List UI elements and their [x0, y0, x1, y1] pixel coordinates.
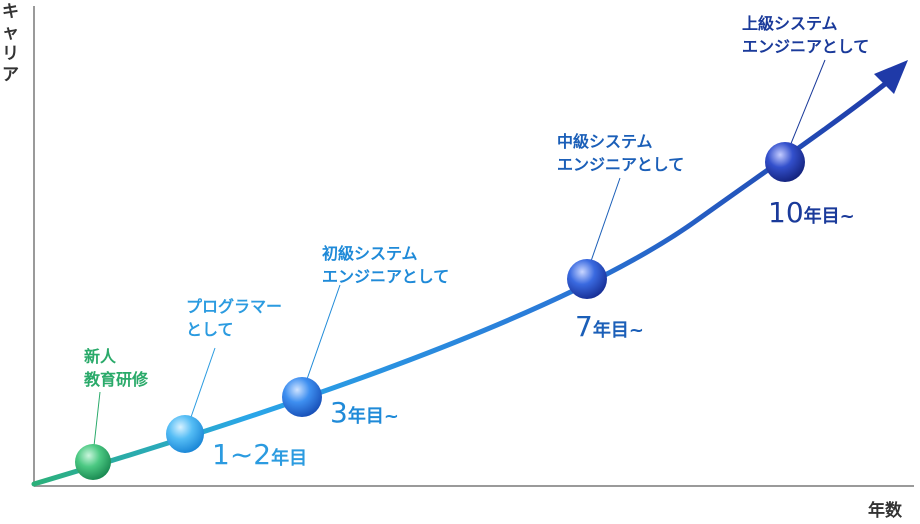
stage-label-new-hire: 新人 教育研修 — [84, 345, 148, 391]
milestone-ball-mid-se — [567, 259, 607, 299]
milestone-ball-programmer — [166, 415, 204, 453]
leader-line-mid-se — [589, 177, 621, 265]
stage-label-line: 教育研修 — [84, 370, 149, 390]
stage-label-line: エンジニアとして — [322, 267, 450, 287]
stage-label-line: エンジニアとして — [557, 155, 685, 175]
stage-label-senior-se: 上級システム エンジニアとして — [742, 12, 869, 58]
milestone-ball-junior-se — [282, 377, 322, 417]
leader-line-junior-se — [305, 284, 341, 383]
stage-label-line: 新人 — [84, 347, 117, 366]
x-axis-title: 年数 — [868, 501, 902, 521]
stage-label-mid-se: 中級システム エンジニアとして — [557, 130, 684, 176]
year-marker-programmer: 1~2年目 — [212, 438, 307, 471]
year-suffix: 年目~ — [803, 206, 855, 227]
stage-label-junior-se: 初級システム エンジニアとして — [322, 242, 449, 288]
stage-label-line: 上級システム — [742, 14, 838, 33]
curve-arrowhead — [874, 60, 908, 94]
year-marker-junior-se: 3年目~ — [330, 396, 399, 429]
stage-label-line: エンジニアとして — [742, 37, 870, 57]
year-marker-mid-se: 7年目~ — [575, 310, 644, 343]
y-axis-title: キャリア — [2, 2, 19, 85]
year-suffix: 年目~ — [592, 320, 644, 341]
year-number: 7 — [575, 310, 593, 343]
milestone-ball-new-hire — [75, 444, 111, 480]
leader-line-new-hire — [93, 391, 101, 447]
leader-line-senior-se — [789, 59, 826, 147]
stage-label-line: 初級システム — [322, 244, 418, 263]
career-curve — [31, 77, 893, 487]
year-marker-senior-se: 10年目~ — [768, 196, 855, 229]
year-suffix: 年目 — [271, 448, 308, 469]
stage-label-line: 中級システム — [557, 132, 653, 151]
year-number: 1~2 — [212, 438, 272, 471]
year-number: 3 — [330, 396, 348, 429]
stage-label-line: として — [186, 320, 234, 340]
leader-line-programmer — [189, 347, 216, 421]
year-number: 10 — [768, 196, 804, 229]
stage-label-line: プログラマー — [186, 297, 283, 316]
milestone-ball-senior-se — [765, 142, 805, 182]
stage-label-programmer: プログラマー として — [186, 295, 282, 341]
year-suffix: 年目~ — [347, 406, 399, 427]
